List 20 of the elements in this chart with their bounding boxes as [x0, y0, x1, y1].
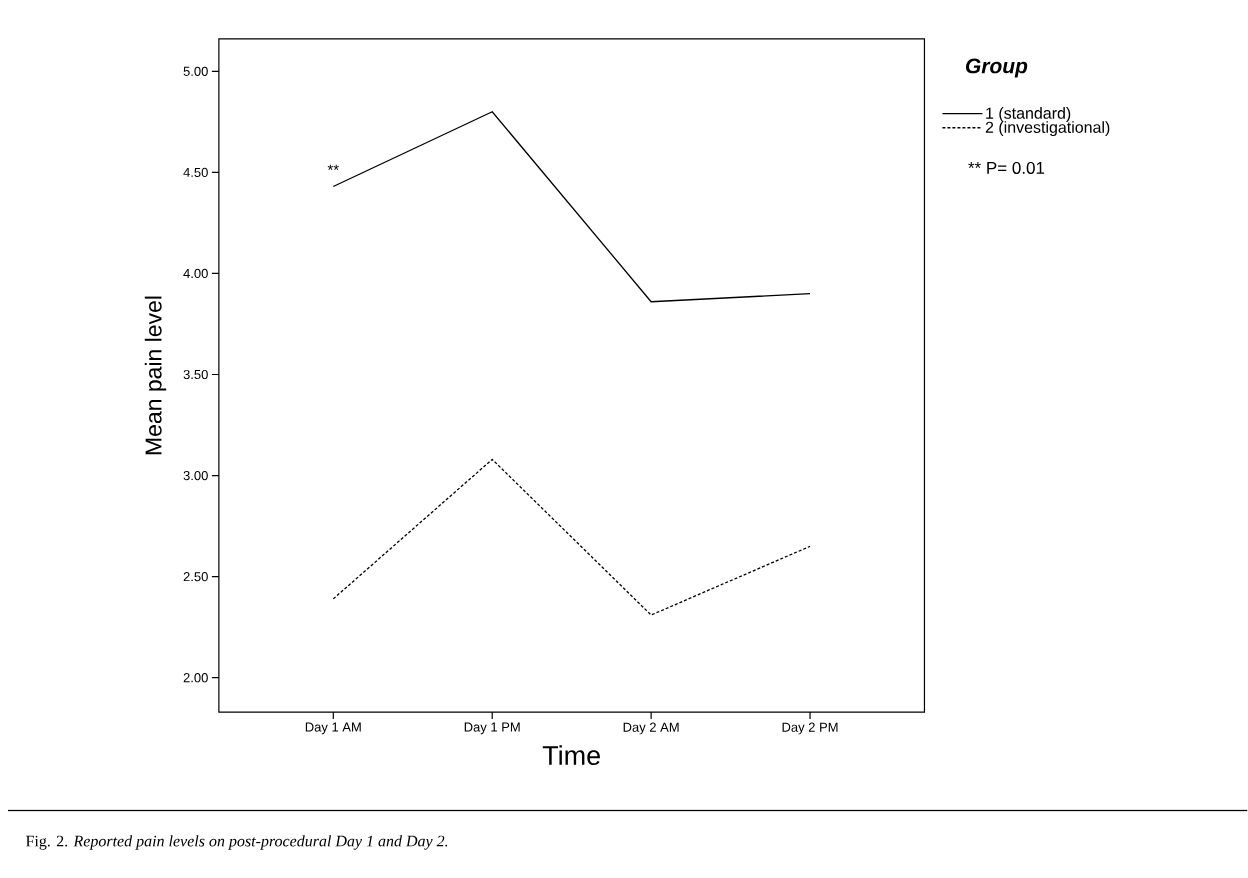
x-tick-label: Day 2 PM [782, 722, 838, 735]
y-tick-label: 3.50 [183, 369, 208, 379]
x-axis-title: Time [542, 744, 600, 765]
y-tick-label: 3.00 [183, 470, 208, 480]
y-tick-label: 2.00 [183, 672, 208, 683]
legend-label: 1 (standard) [986, 106, 1071, 122]
y-tick-label: 5.00 [183, 66, 208, 76]
legend-title: Group [965, 58, 1028, 78]
line-series [332, 458, 811, 616]
y-tick-label: 4.00 [183, 268, 208, 278]
text: ** P= 0.01 [968, 161, 1045, 174]
x-tick-label: Day 1 PM [464, 722, 520, 734]
y-tick-label: 2.50 [183, 571, 208, 581]
x-tick-label: Day 1 AM [305, 722, 361, 734]
annotation: ** [327, 164, 339, 170]
x-tick-label: Day 2 AM [623, 722, 679, 735]
legend-label: 2 (investigational) [985, 120, 1110, 136]
caption: Fig. 2. Reported pain levels on post-procedural Day 1 and Day 2. [25, 834, 448, 850]
y-axis-title: Mean pain level [144, 296, 167, 454]
y-tick-label: 4.50 [183, 167, 208, 177]
